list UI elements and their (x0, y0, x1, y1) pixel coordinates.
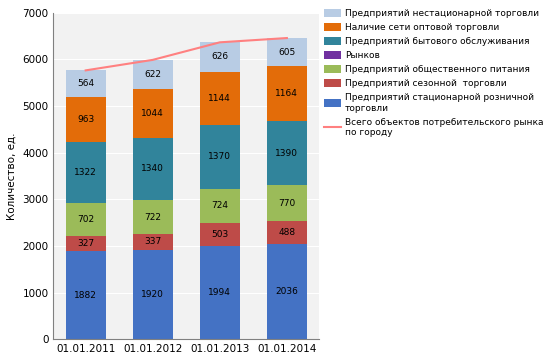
Text: 1370: 1370 (208, 152, 231, 161)
Text: 724: 724 (211, 201, 228, 210)
Bar (133, 200, 173, 234)
Text: 564: 564 (77, 79, 94, 88)
Bar (133, 89, 173, 138)
Text: 327: 327 (77, 239, 94, 248)
Bar (267, 38, 307, 66)
Bar (267, 186, 307, 221)
Text: 1994: 1994 (208, 288, 231, 297)
Bar (133, 249, 173, 339)
Text: 1164: 1164 (275, 89, 299, 98)
Bar (267, 66, 307, 121)
Bar (200, 71, 240, 125)
Text: 337: 337 (144, 237, 162, 246)
Bar (133, 138, 173, 200)
Text: 503: 503 (211, 230, 229, 239)
Bar (200, 125, 240, 189)
Text: 1340: 1340 (142, 164, 164, 173)
Bar (133, 234, 173, 249)
Bar (65, 203, 106, 236)
Text: 722: 722 (144, 213, 162, 222)
Text: 1920: 1920 (142, 290, 164, 299)
Text: 488: 488 (278, 228, 295, 237)
Bar (200, 189, 240, 223)
Bar (65, 70, 106, 97)
Bar (65, 251, 106, 339)
Bar (65, 142, 106, 203)
Bar (65, 97, 106, 142)
Bar (65, 236, 106, 251)
Bar (200, 223, 240, 246)
Bar (200, 246, 240, 339)
Text: 626: 626 (211, 52, 228, 61)
Text: 1144: 1144 (209, 94, 231, 103)
Text: 1044: 1044 (142, 109, 164, 118)
Text: 963: 963 (77, 115, 94, 124)
Text: 702: 702 (77, 215, 94, 224)
Legend: Предприятий нестационарной торговли, Наличие сети оптовой торговли, Предприятий : Предприятий нестационарной торговли, Нал… (322, 6, 547, 140)
Bar (267, 121, 307, 186)
Bar (267, 221, 307, 244)
Text: 1390: 1390 (275, 148, 299, 157)
Bar (200, 42, 240, 71)
Y-axis label: Количество, ед.: Количество, ед. (7, 132, 17, 219)
Bar (133, 60, 173, 89)
Text: 605: 605 (278, 48, 295, 57)
Text: 770: 770 (278, 199, 295, 208)
Text: 1322: 1322 (74, 168, 97, 177)
Text: 2036: 2036 (275, 287, 299, 296)
Text: 1882: 1882 (74, 291, 97, 300)
Bar (267, 244, 307, 339)
Text: 622: 622 (144, 70, 162, 79)
